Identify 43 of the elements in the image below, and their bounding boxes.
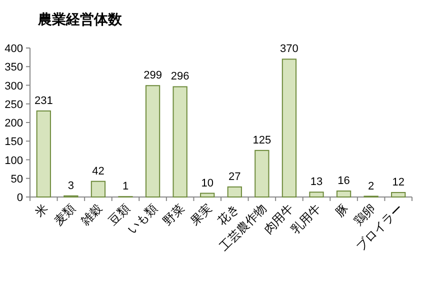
y-tick-label: 400 <box>4 43 23 55</box>
chart-title: 農業経営体数 <box>37 11 123 27</box>
x-tick-label: 野菜 <box>160 201 188 228</box>
x-tick-label: 豆類 <box>106 201 133 228</box>
data-label: 299 <box>144 70 162 82</box>
bar <box>90 180 106 198</box>
data-label: 1 <box>122 180 129 193</box>
data-label: 12 <box>392 176 404 189</box>
y-tick-label: 250 <box>4 98 23 111</box>
bar <box>391 192 406 198</box>
bar <box>309 192 324 198</box>
x-tick-label: 豚 <box>332 201 351 220</box>
data-label: 10 <box>201 177 214 190</box>
bar <box>254 150 270 198</box>
data-label: 13 <box>310 176 323 188</box>
x-tick-label: 果実 <box>188 201 214 228</box>
data-label: 42 <box>92 165 104 178</box>
y-tick-label: 200 <box>4 118 23 130</box>
bar <box>227 186 242 198</box>
data-label: 3 <box>68 180 74 192</box>
data-label: 2 <box>368 180 374 192</box>
bar <box>336 190 352 198</box>
bar <box>200 192 215 198</box>
x-tick-label: 麦類 <box>51 201 78 228</box>
y-tick-label: 300 <box>4 80 23 92</box>
bar <box>282 58 297 198</box>
y-tick-label: 100 <box>4 154 23 167</box>
bar <box>36 110 51 198</box>
data-label: 231 <box>34 94 53 107</box>
data-label: 16 <box>338 175 350 188</box>
bar <box>145 85 160 198</box>
data-label: 370 <box>280 43 298 56</box>
x-tick-label: 雑穀 <box>78 201 106 228</box>
y-tick-label: 350 <box>4 62 23 74</box>
y-tick-label: 0 <box>16 192 23 204</box>
data-label: 296 <box>170 70 190 83</box>
x-tick-label: 米 <box>32 201 51 220</box>
y-tick-label: 150 <box>4 136 23 148</box>
bar <box>172 86 188 198</box>
x-tick-label: 鶏卵 <box>351 201 378 228</box>
data-label: 125 <box>252 134 272 146</box>
y-tick-label: 50 <box>10 173 23 186</box>
data-label: 27 <box>228 170 241 183</box>
